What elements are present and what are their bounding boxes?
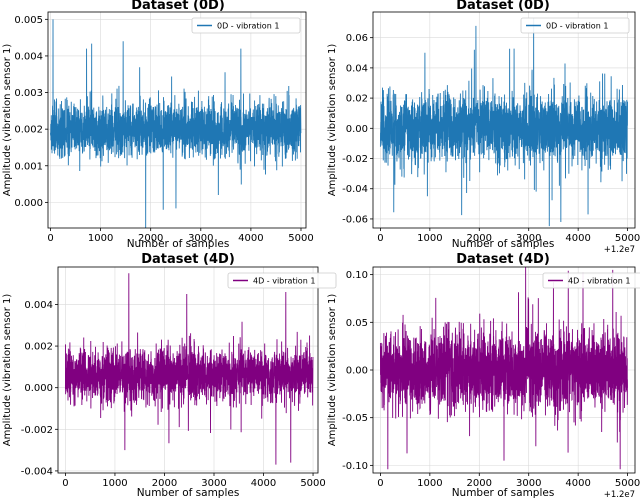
y-tick-label: 0.05: [346, 318, 368, 329]
y-tick-label: 0.005: [14, 15, 43, 26]
x-tick-label: 5000: [615, 478, 640, 489]
chart-title: Dataset (0D): [131, 0, 225, 13]
x-axis-label: Number of samples: [137, 487, 240, 499]
plot-frame: [57, 266, 319, 474]
y-tick-label: -0.02: [342, 154, 368, 165]
legend-box: [227, 272, 337, 289]
x-tick-label: 1000: [417, 233, 442, 244]
x-axis-label: Number of samples: [452, 238, 555, 250]
legend-box: [520, 17, 630, 34]
chart-panel-1: 0 1000 2000 3000 4000 5000 0.000 0.001 0.002 0.00…: [2, 0, 314, 250]
y-tick-label: -0.04: [342, 184, 368, 195]
x-tick-label: 3000: [188, 233, 213, 244]
x-tick-label: 2000: [138, 233, 163, 244]
legend: 4D - vibration 1: [542, 272, 640, 289]
x-tick-label: 0: [377, 233, 383, 244]
x-tick-label: 5000: [288, 233, 313, 244]
y-tick-label: -0.002: [21, 425, 53, 436]
chart-panel-4: 0 1000 2000 3000 4000 5000 -0.10 -0.05 0.00 0.05 0…: [327, 252, 640, 499]
x-tick-label: 0: [62, 478, 68, 489]
x-tick-label: 0: [47, 233, 53, 244]
legend: 0D - vibration 1: [520, 17, 630, 34]
y-axis-label: Amplitude (vibration sensor 1): [327, 44, 338, 197]
chart-title: Dataset (4D): [456, 252, 550, 267]
legend-box: [191, 17, 301, 34]
y-tick-label: 0.004: [24, 300, 53, 311]
x-tick-label: 1000: [102, 478, 127, 489]
y-tick-label: 0.00: [346, 366, 368, 377]
x-tick-label: 3000: [201, 478, 226, 489]
x-tick-label: 4000: [238, 233, 263, 244]
y-tick-label: -0.06: [342, 214, 368, 225]
y-tick-label: 0.002: [24, 342, 53, 353]
y-tick-label: 0.001: [14, 161, 43, 172]
x-tick-label: 2000: [152, 478, 177, 489]
y-axis-label: Amplitude (vibration sensor 1): [327, 294, 338, 447]
y-tick-label: -0.10: [342, 461, 368, 472]
y-tick-label: -0.004: [21, 466, 53, 477]
x-tick-label: 5000: [615, 233, 640, 244]
x-tick-label: 5000: [300, 478, 325, 489]
x-axis-label: Number of samples: [452, 487, 555, 499]
legend-label: 4D - vibration 1: [253, 277, 315, 286]
series-line: [50, 19, 302, 228]
y-tick-label: 0.000: [14, 198, 43, 209]
y-tick-label: 0.00: [346, 124, 368, 135]
chart-panel-3: 0 1000 2000 3000 4000 5000 -0.004 -0.002 0.000 0.…: [2, 252, 337, 499]
y-axis-label: Amplitude (vibration sensor 1): [2, 44, 13, 197]
x-tick-label: 2000: [467, 478, 492, 489]
y-tick-label: -0.05: [342, 413, 368, 424]
x-tick-label: 1000: [88, 233, 113, 244]
y-tick-label: 0.002: [14, 125, 43, 136]
x-tick-label: 4000: [251, 478, 276, 489]
chart-title: Dataset (4D): [141, 252, 235, 267]
legend-label: 4D - vibration 1: [568, 277, 630, 286]
legend-box: [542, 272, 640, 289]
x-tick-label: 4000: [565, 478, 590, 489]
y-tick-label: 0.04: [346, 63, 368, 74]
series-line: [64, 273, 314, 465]
x-tick-label: 4000: [565, 233, 590, 244]
y-tick-label: 0.000: [24, 383, 53, 394]
y-axis-label: Amplitude (vibration sensor 1): [2, 294, 13, 447]
series-line: [379, 18, 628, 227]
x-tick-label: 2000: [467, 233, 492, 244]
legend-label: 0D - vibration 1: [546, 22, 608, 31]
x-axis-label: Number of samples: [127, 238, 230, 250]
legend: 0D - vibration 1: [191, 17, 301, 34]
plot-frame: [372, 11, 636, 229]
x-tick-label: 1000: [417, 478, 442, 489]
y-tick-label: 0.003: [14, 88, 43, 99]
y-tick-label: 0.004: [14, 51, 43, 62]
legend: 4D - vibration 1: [227, 272, 337, 289]
legend-label: 0D - vibration 1: [217, 22, 279, 31]
y-tick-label: 0.10: [346, 270, 368, 281]
chart-panel-2: 0 1000 2000 3000 4000 5000 -0.06 -0.04 -0.02 0.00…: [327, 0, 640, 255]
x-offset-label: +1.2e7: [604, 490, 635, 499]
x-offset-label: +1.2e7: [604, 245, 635, 255]
y-tick-label: 0.06: [346, 33, 368, 44]
series-line: [379, 267, 628, 470]
x-tick-label: 3000: [516, 233, 541, 244]
chart-title: Dataset (0D): [456, 0, 550, 13]
y-tick-label: 0.02: [346, 94, 368, 105]
plot-frame: [47, 11, 307, 229]
x-tick-label: 3000: [516, 478, 541, 489]
x-tick-label: 0: [377, 478, 383, 489]
